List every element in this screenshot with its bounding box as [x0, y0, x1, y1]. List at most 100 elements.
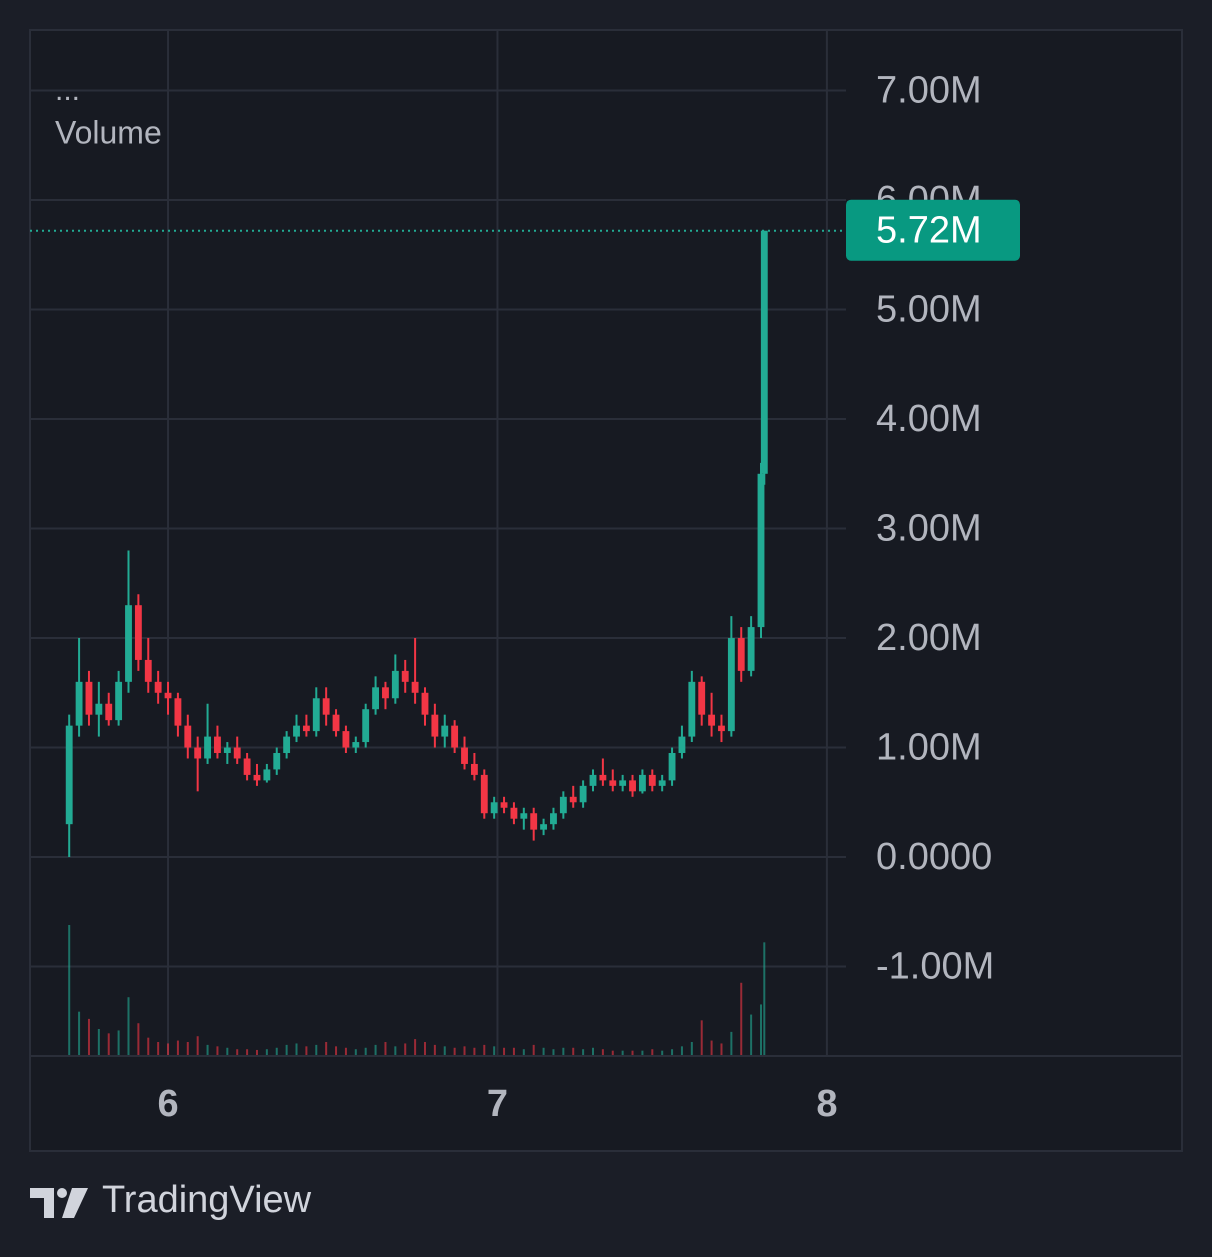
volume-bar [404, 1043, 407, 1055]
volume-bar [147, 1037, 150, 1055]
candle-body [174, 698, 182, 726]
volume-bar [740, 982, 743, 1055]
candle-body [688, 681, 696, 737]
volume-bar [423, 1042, 426, 1055]
volume-bar [354, 1049, 357, 1055]
candle-body [263, 769, 271, 781]
candle-body [273, 753, 281, 770]
y-tick-label: 3.00M [876, 508, 982, 550]
candle-body [638, 774, 646, 792]
candle-body [727, 638, 735, 732]
legend-dots[interactable]: ... [55, 74, 80, 107]
volume-bar [661, 1050, 664, 1055]
volume-bar [216, 1046, 219, 1055]
volume-bar [137, 1023, 140, 1055]
volume-bar [631, 1050, 634, 1055]
volume-bar [700, 1020, 703, 1055]
volume-bar [236, 1049, 239, 1055]
candle-body [95, 703, 103, 715]
candle-body [648, 774, 656, 786]
candle-body [312, 698, 320, 732]
candle-body [480, 774, 488, 814]
candle-body [569, 796, 577, 803]
volume-bar [493, 1046, 496, 1055]
volume-bar [621, 1050, 624, 1055]
volume-bar [720, 1043, 723, 1055]
candle-body [302, 725, 310, 732]
candle-body [204, 736, 211, 759]
candle-body [431, 714, 439, 737]
candle-body [125, 605, 132, 682]
candle-body [154, 681, 162, 693]
candles [65, 230, 768, 858]
candle-body [589, 774, 597, 786]
volume-bar [265, 1049, 268, 1055]
volume-bar [483, 1044, 486, 1055]
volume-bar [157, 1042, 160, 1055]
candle-body [461, 747, 468, 764]
volume-bar [196, 1036, 199, 1055]
candle-body [75, 681, 83, 726]
volume-pane [68, 925, 766, 1055]
volume-bar [167, 1043, 170, 1055]
volume-bar [335, 1046, 338, 1055]
candle-body [223, 747, 231, 754]
y-tick-label: 7.00M [876, 70, 982, 112]
volume-bar [651, 1049, 654, 1055]
volume-bar [473, 1047, 476, 1055]
volume-bar [305, 1046, 308, 1055]
candle-body [747, 627, 755, 671]
candle-body [65, 725, 73, 825]
volume-bar [414, 1039, 417, 1055]
volume-bar [433, 1044, 436, 1055]
candle-body [362, 709, 370, 743]
volume-bar [206, 1044, 209, 1055]
volume-bar [542, 1047, 545, 1055]
candle-body [599, 774, 607, 781]
volume-bar [671, 1049, 674, 1055]
volume-bar [522, 1049, 525, 1055]
volume-bar [78, 1011, 81, 1055]
volume-bar [275, 1047, 278, 1055]
candle-body [194, 747, 202, 759]
volume-bar [453, 1047, 456, 1055]
candle-body [540, 824, 548, 830]
candle-body [401, 670, 409, 682]
candle-body [520, 813, 528, 819]
volume-bar [552, 1049, 555, 1055]
candle-body [144, 659, 152, 682]
volume-bar [68, 925, 71, 1055]
volume-bar [641, 1050, 644, 1055]
volume-bar [572, 1047, 575, 1055]
volume-bar [760, 1004, 763, 1055]
y-tick-label: 5.00M [876, 289, 982, 331]
volume-bar [117, 1030, 120, 1055]
candle-body [322, 698, 330, 715]
candle-body [760, 230, 768, 474]
volume-bar [463, 1046, 466, 1055]
candle-body [243, 758, 251, 775]
y-tick-label: 0.0000 [876, 836, 992, 878]
volume-bar [186, 1042, 189, 1055]
volume-bar [512, 1047, 515, 1055]
candle-body [470, 763, 478, 775]
volume-bar [226, 1047, 229, 1055]
volume-bar [532, 1044, 535, 1055]
x-tick-label: 8 [816, 1083, 837, 1125]
volume-bar [325, 1042, 328, 1055]
indicator-label: Volume [55, 114, 162, 150]
candle-body [184, 725, 192, 748]
volume-bar [562, 1047, 565, 1055]
candle-body [451, 725, 459, 748]
candle-body [609, 780, 617, 786]
volume-bar [680, 1046, 683, 1055]
volume-bar [503, 1047, 506, 1055]
candle-body [391, 670, 399, 699]
volume-bar [127, 997, 130, 1055]
volume-bar [611, 1050, 614, 1055]
candle-body [411, 681, 419, 693]
candle-body [559, 796, 567, 814]
candle-body [233, 747, 241, 759]
